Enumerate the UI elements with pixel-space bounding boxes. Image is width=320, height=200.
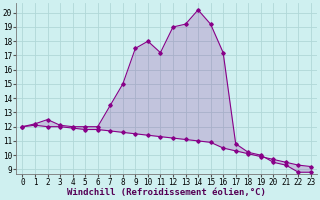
X-axis label: Windchill (Refroidissement éolien,°C): Windchill (Refroidissement éolien,°C) [67,188,266,197]
